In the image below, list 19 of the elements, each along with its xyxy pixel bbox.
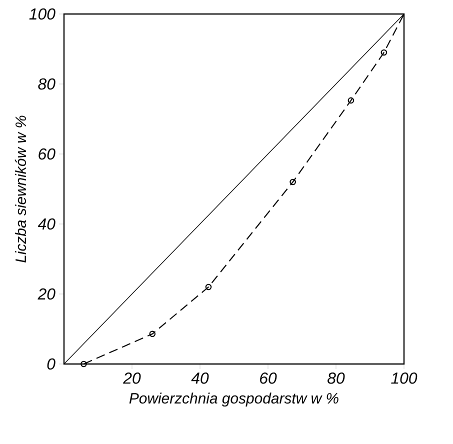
x-tick-label: 60 <box>260 372 277 384</box>
point <box>380 49 388 56</box>
point <box>80 360 87 368</box>
point <box>205 284 212 290</box>
y-tick-label: 0 <box>47 358 56 370</box>
y-tick-label: 100 <box>29 8 56 20</box>
y-tick-label: 80 <box>38 78 56 90</box>
y-tick-label: 60 <box>38 148 56 160</box>
y-tick-label: 20 <box>38 288 56 300</box>
y-tick-label: 40 <box>38 218 56 230</box>
y-axis-title: Liczba siewników w % <box>14 116 26 262</box>
point <box>149 330 156 338</box>
point <box>348 97 354 104</box>
point <box>290 178 296 186</box>
x-tick-label: 100 <box>391 372 418 384</box>
x-tick-label: 20 <box>123 372 141 384</box>
x-tick-label: 80 <box>328 372 345 384</box>
x-tick-label: 40 <box>191 372 209 384</box>
x-axis-title: Powierzchnia gospodarstw w % <box>129 392 338 407</box>
